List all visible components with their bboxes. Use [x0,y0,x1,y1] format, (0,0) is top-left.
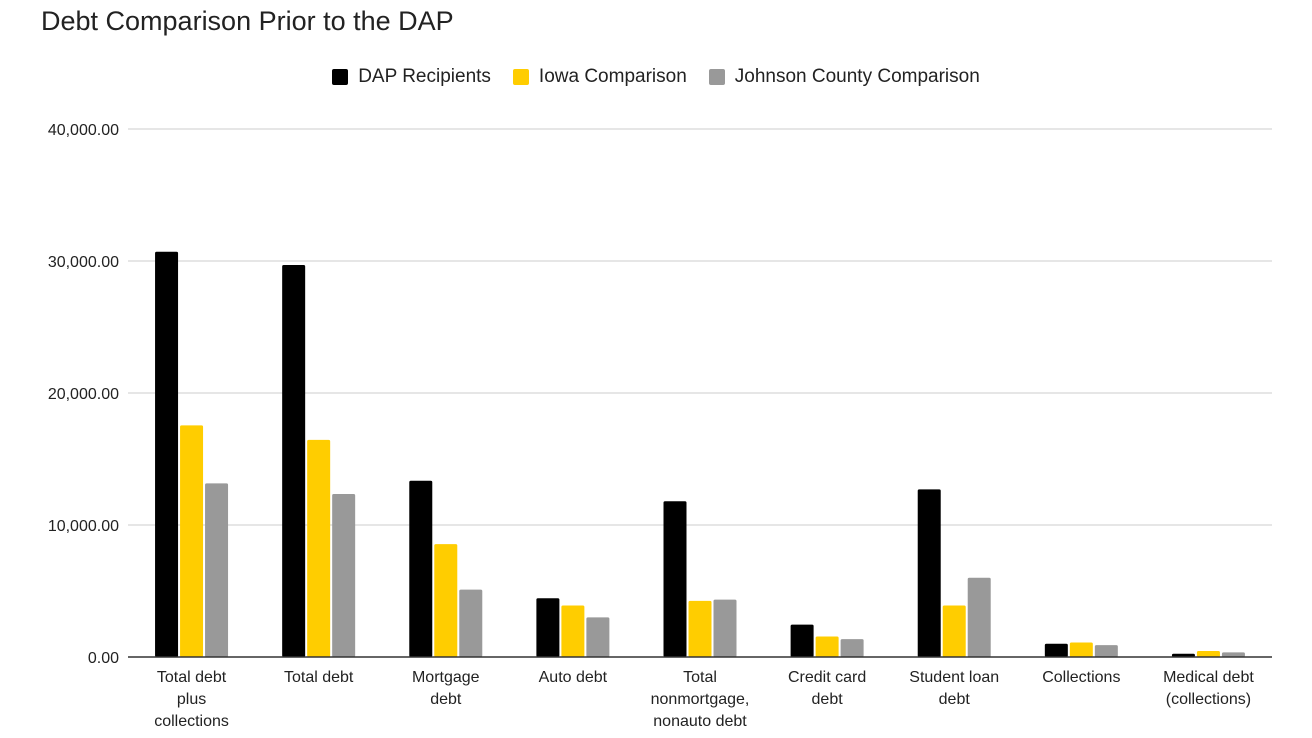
legend: DAP Recipients Iowa Comparison Johnson C… [0,66,1312,88]
bar [815,636,839,657]
legend-item-dap-recipients[interactable]: DAP Recipients [332,66,491,88]
x-tick-label: Medical debt [1163,669,1254,686]
bar [840,639,864,657]
x-tick-label: Collections [1042,669,1120,686]
bar [967,577,991,657]
x-tick-label: debt [430,691,462,708]
legend-swatch-dap-recipients [332,69,349,85]
bar [917,489,941,657]
x-tick-label: Credit card [788,669,866,686]
x-tick-label: Total debt [157,669,227,686]
bar [434,544,458,657]
bar [561,605,585,657]
bar [663,501,687,657]
legend-label-dap-recipients: DAP Recipients [358,66,491,87]
bar [1069,642,1093,657]
x-tick-label: Total debt [284,669,354,686]
bar [307,439,331,657]
x-tick-label: debt [812,691,844,708]
bar [790,624,814,657]
y-tick-label: 10,000.00 [48,518,119,535]
bar [713,599,737,657]
legend-item-johnson-county-comparison[interactable]: Johnson County Comparison [708,66,980,88]
bar [409,480,433,657]
bar [282,264,306,657]
bar [155,251,179,657]
x-tick-label: Auto debt [539,669,608,686]
bar [1171,653,1195,657]
bar [586,617,610,657]
bar [1094,645,1118,657]
bar [1221,652,1245,657]
x-tick-label: (collections) [1166,691,1251,708]
bar [942,605,966,657]
legend-label-johnson-county-comparison: Johnson County Comparison [734,66,980,87]
x-tick-label: Total [683,669,717,686]
bar [688,600,712,657]
bar [1196,651,1220,657]
legend-item-iowa-comparison[interactable]: Iowa Comparison [512,66,687,88]
y-tick-label: 20,000.00 [48,386,119,403]
x-tick-label: nonauto debt [653,713,747,730]
legend-label-iowa-comparison: Iowa Comparison [538,66,687,87]
legend-swatch-iowa-comparison [512,69,529,85]
x-tick-label: nonmortgage, [651,691,750,708]
bar [332,493,356,657]
x-tick-label: plus [177,691,206,708]
bar [205,483,229,657]
x-tick-label: debt [939,691,971,708]
y-tick-label: 40,000.00 [48,122,119,139]
x-tick-label: Mortgage [412,669,480,686]
bar [536,598,560,657]
y-tick-label: 0.00 [88,650,119,667]
x-tick-label: Student loan [909,669,999,686]
legend-swatch-johnson-county-comparison [708,69,725,85]
chart-title: Debt Comparison Prior to the DAP [41,6,454,36]
x-tick-label: collections [154,713,229,730]
bar [180,425,204,657]
bar [459,589,483,657]
y-tick-label: 30,000.00 [48,254,119,271]
bar [1044,643,1068,657]
